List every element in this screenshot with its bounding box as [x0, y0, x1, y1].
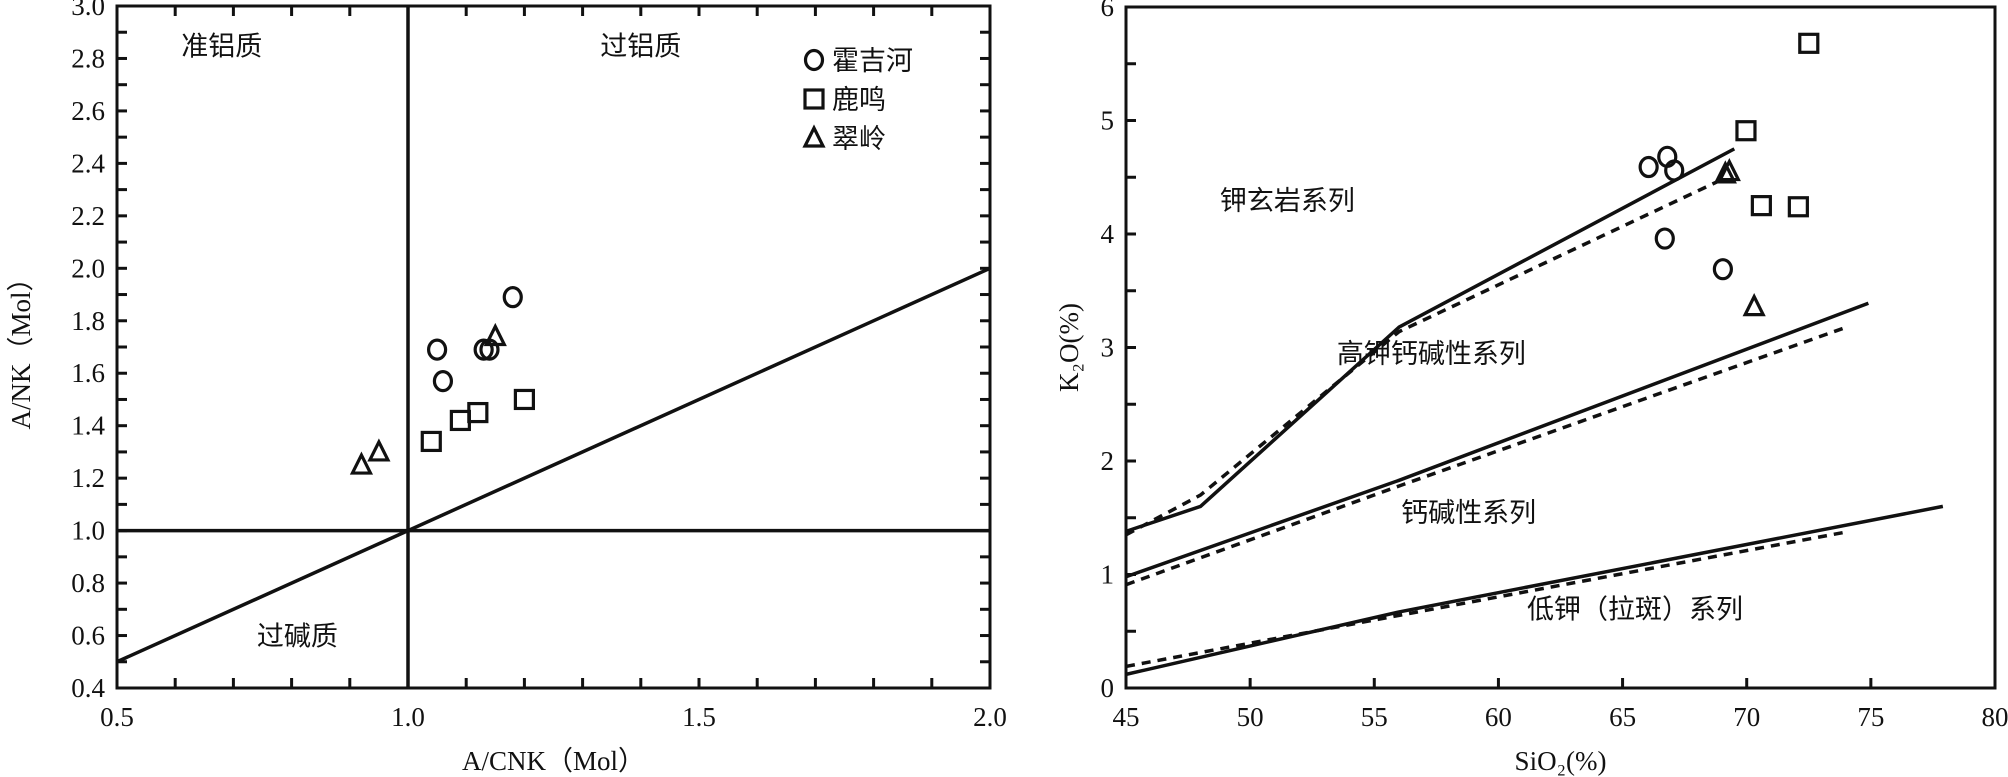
series-triangle — [1713, 157, 1766, 317]
x-axis-label: SiO₂(%) — [1515, 746, 1607, 776]
boundary-line — [1125, 504, 1944, 677]
series-circle — [1638, 145, 1733, 281]
data-point-circle — [1712, 258, 1733, 281]
y-tick-label: 1.8 — [71, 306, 105, 336]
data-point-square — [1735, 120, 1757, 142]
x-tick-label: 60 — [1485, 702, 1512, 732]
y-tick-label: 4 — [1101, 219, 1115, 249]
data-point-circle — [1654, 227, 1675, 250]
y-axis-label: A/NK（Mol） — [6, 264, 36, 429]
x-tick-label: 80 — [1982, 702, 2008, 732]
boundary-line — [116, 266, 991, 664]
x-tick-label: 45 — [1113, 702, 1140, 732]
legend-marker-triangle — [802, 124, 826, 148]
data-point-circle — [432, 370, 454, 393]
region-label: 过铝质 — [600, 31, 681, 62]
data-point-triangle — [367, 438, 391, 462]
plot-frame — [1124, 5, 1997, 690]
legend-marker-circle — [803, 48, 825, 72]
y-tick-label: 2.8 — [71, 43, 105, 73]
y-tick-label: 1.0 — [71, 516, 105, 546]
x-tick-label: 1.0 — [391, 702, 425, 732]
series-square — [420, 388, 536, 453]
y-tick-label: 1 — [1101, 560, 1115, 590]
data-point-triangle — [1713, 160, 1737, 184]
right-plot: 45 50 55 60 65 70 75 800123456SiO₂(%)K₂O(%)钾玄岩系… — [1054, 0, 2008, 776]
data-point-triangle — [1742, 293, 1766, 317]
data-point-circle — [1664, 159, 1685, 182]
boundary-line — [1125, 147, 1736, 534]
legend-label: 鹿鸣 — [832, 85, 886, 116]
boundary-line — [1125, 301, 1869, 579]
y-tick-label: 0.4 — [71, 673, 105, 703]
data-point-square — [1750, 195, 1772, 217]
x-tick-label: 50 — [1237, 702, 1264, 732]
data-point-circle — [473, 338, 494, 361]
data-point-square — [449, 409, 471, 432]
data-point-circle — [427, 338, 448, 361]
series-square — [1735, 32, 1820, 218]
x-tick-label: 0.5 — [100, 702, 134, 732]
data-point-triangle — [349, 451, 374, 475]
y-tick-label: 2.6 — [71, 96, 105, 126]
y-tick-label: 2.2 — [71, 201, 105, 231]
data-point-circle — [502, 286, 523, 309]
data-point-square — [513, 388, 536, 411]
data-point-square — [1787, 196, 1809, 218]
region-label: 过碱质 — [257, 622, 338, 653]
y-tick-label: 1.4 — [71, 411, 105, 441]
y-tick-label: 2.4 — [71, 148, 105, 178]
y-tick-label: 0.8 — [71, 568, 105, 598]
dashed-boundary-line — [1125, 530, 1844, 669]
data-point-triangle — [1717, 157, 1741, 182]
data-point-circle — [1638, 155, 1659, 179]
x-tick-label: 2.0 — [973, 702, 1007, 732]
y-tick-label: 5 — [1101, 106, 1115, 136]
region-label: 准铝质 — [181, 31, 262, 62]
region-label: 钾玄岩系列 — [1220, 186, 1355, 217]
region-label: 低钾（拉斑）系列 — [1527, 595, 1743, 626]
data-point-square — [467, 401, 489, 424]
legend-label: 翠岭 — [832, 124, 886, 155]
x-tick-label: 55 — [1361, 702, 1388, 732]
x-axis-label: A/CNK（Mol） — [462, 746, 645, 776]
region-label: 钙碱性系列 — [1401, 498, 1536, 529]
y-tick-label: 2.0 — [71, 253, 105, 283]
left-plot: 0.5 1.0 1.5 2.0 0.4 0.6 0.8 1.0 1.2 1.4 1.6 1.8 2.0 2… — [6, 0, 1007, 776]
legend-marker-square — [803, 88, 825, 110]
series-circle — [427, 286, 523, 393]
y-tick-label: 6 — [1101, 0, 1115, 22]
x-tick-label: 75 — [1857, 702, 1884, 732]
y-tick-label: 1.6 — [71, 358, 105, 388]
region-label: 高钾钙碱性系列 — [1337, 339, 1526, 370]
data-point-square — [1798, 32, 1820, 54]
dashed-boundary-line — [1125, 176, 1726, 537]
y-axis-label: K₂O(%) — [1054, 303, 1084, 392]
x-tick-label: 65 — [1609, 702, 1636, 732]
y-tick-label: 0 — [1101, 673, 1115, 703]
x-tick-label: 1.5 — [682, 702, 716, 732]
y-tick-label: 1.2 — [71, 463, 105, 493]
data-point-square — [420, 430, 442, 453]
y-tick-label: 3 — [1101, 333, 1115, 363]
legend-label: 霍吉河 — [832, 46, 913, 77]
y-tick-label: 2 — [1101, 446, 1115, 476]
series-triangle — [349, 322, 507, 475]
dashed-boundary-line — [1125, 326, 1845, 587]
y-tick-label: 3.0 — [71, 0, 105, 21]
data-point-triangle — [483, 322, 507, 347]
x-tick-label: 70 — [1733, 702, 1760, 732]
y-tick-label: 0.6 — [71, 621, 105, 651]
